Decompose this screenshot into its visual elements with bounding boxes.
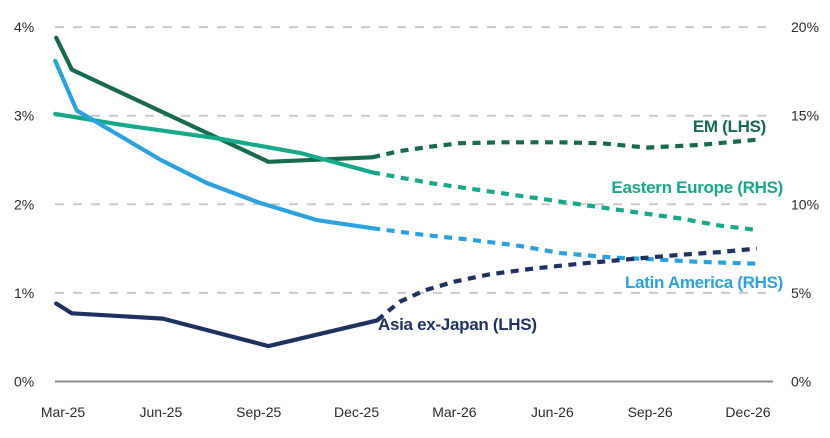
series-line-forecast-3: [375, 246, 757, 323]
series-line-solid-1: [53, 111, 375, 175]
series-lines: [53, 35, 758, 349]
right-tick-20%: 20%: [791, 19, 819, 35]
x-tick-Dec-25: Dec-25: [334, 404, 379, 420]
right-tick-10%: 10%: [791, 196, 819, 212]
x-tick-Sep-26: Sep-26: [628, 404, 673, 420]
x-tick-Mar-26: Mar-26: [432, 404, 477, 420]
series-line-solid-2: [53, 58, 375, 231]
left-tick-1%: 1%: [14, 285, 34, 301]
series-line-forecast-0: [371, 137, 758, 160]
series-line-solid-0: [54, 35, 375, 164]
series-line-forecast-1: [371, 170, 758, 233]
right-axis-labels: 0% 5% 10% 15% 20%: [791, 19, 819, 389]
series-line-solid-3: [54, 301, 380, 349]
series-label-eastern-europe: Eastern Europe (RHS): [611, 178, 783, 197]
series-line-forecast-2: [371, 226, 757, 266]
left-tick-0%: 0%: [14, 374, 34, 390]
x-tick-Sep-25: Sep-25: [236, 404, 281, 420]
x-axis-labels: Mar-25 Jun-25 Sep-25 Dec-25 Mar-26 Jun-26 Sep-…: [41, 404, 771, 420]
left-tick-3%: 3%: [14, 108, 34, 124]
series-label-latin-america: Latin America (RHS): [624, 273, 783, 292]
x-tick-Jun-25: Jun-25: [139, 404, 182, 420]
x-tick-Mar-25: Mar-25: [41, 404, 86, 420]
right-tick-5%: 5%: [791, 285, 811, 301]
right-tick-15%: 15%: [791, 108, 819, 124]
left-tick-4%: 4%: [14, 19, 34, 35]
series-label-em: EM (LHS): [692, 117, 766, 136]
left-axis-labels: 0% 1% 2% 3% 4%: [14, 19, 34, 389]
right-tick-0%: 0%: [791, 374, 811, 390]
x-tick-Jun-26: Jun-26: [531, 404, 574, 420]
x-tick-Dec-26: Dec-26: [725, 404, 770, 420]
series-label-asia-ex-japan: Asia ex-Japan (LHS): [378, 315, 537, 334]
left-tick-2%: 2%: [14, 196, 34, 212]
